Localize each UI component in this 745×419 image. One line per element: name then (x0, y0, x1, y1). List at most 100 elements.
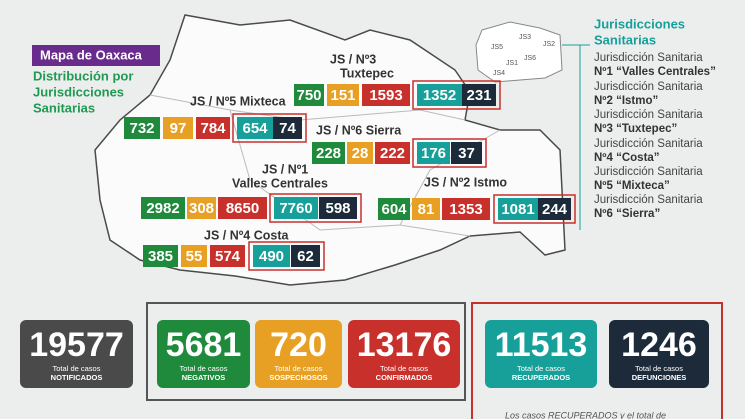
legend-item: Nº1 “Valles Centrales” (594, 66, 716, 78)
mini-map-label: JS2 (543, 41, 555, 48)
mini-map-label: JS6 (524, 55, 536, 62)
legend-item: Jurisdicción Sanitaria (594, 109, 703, 121)
region-border (149, 94, 466, 121)
count-value: 176 (421, 145, 446, 162)
region-label: JS / Nº6 Sierra (316, 123, 402, 137)
count-box (187, 197, 216, 219)
highlight-frame (412, 80, 501, 110)
count-box (273, 117, 302, 139)
legend-item: Jurisdicción Sanitaria (594, 166, 703, 178)
count-box (378, 198, 410, 220)
total-category: CONFIRMADOS (376, 373, 433, 382)
count-value: 37 (458, 145, 475, 162)
count-box (451, 142, 482, 164)
count-box (375, 142, 410, 164)
highlight-frame (493, 194, 576, 224)
count-value: 604 (381, 201, 407, 218)
total-value: 5681 (166, 326, 242, 364)
total-box (157, 320, 250, 388)
count-value: 151 (330, 87, 355, 104)
count-box (210, 245, 245, 267)
total-label: Total de casos (517, 364, 565, 373)
total-value: 13176 (357, 326, 452, 364)
footnote: Los casos RECUPERADOS y el total de (505, 410, 666, 419)
count-box (196, 117, 230, 139)
legend-item: Jurisdicción Sanitaria (594, 138, 703, 150)
count-value: 228 (316, 145, 341, 162)
total-label: Total de casos (275, 364, 323, 373)
mini-map-label: JS4 (493, 70, 505, 77)
total-box (348, 320, 460, 388)
subtitle: Sanitarias (33, 100, 95, 115)
count-box (163, 117, 193, 139)
count-value: 8650 (226, 200, 259, 217)
count-box (312, 142, 345, 164)
count-box (274, 197, 318, 219)
group-frame (471, 302, 723, 419)
total-category: NEGATIVOS (182, 373, 226, 382)
highlight-frame (248, 241, 325, 271)
total-category: SOSPECHOSOS (269, 373, 327, 382)
count-value: 74 (279, 120, 296, 137)
count-value: 97 (170, 120, 187, 137)
count-box (462, 84, 496, 106)
legend-title: Jurisdicciones (594, 16, 685, 31)
total-category: NOTIFICADOS (51, 373, 103, 382)
count-value: 490 (259, 248, 284, 265)
count-value: 385 (148, 248, 173, 265)
mini-map-label: JS3 (519, 34, 531, 41)
count-value: 308 (189, 200, 214, 217)
count-box (319, 197, 357, 219)
count-value: 1593 (369, 87, 402, 104)
region-label: Valles Centrales (232, 176, 328, 190)
count-box (218, 197, 267, 219)
count-box (291, 245, 320, 267)
count-value: 750 (296, 87, 321, 104)
highlight-frame (269, 193, 362, 223)
subtitle: Distribución por (33, 68, 133, 83)
mini-map-label: JS1 (506, 60, 518, 67)
total-box (20, 320, 133, 388)
count-box (327, 84, 359, 106)
count-box (417, 84, 462, 106)
count-value: 1352 (423, 87, 456, 104)
total-value: 11513 (495, 326, 588, 364)
subtitle: Jurisdicciones (33, 84, 124, 99)
count-box (237, 117, 273, 139)
count-box (417, 142, 450, 164)
count-value: 244 (542, 201, 568, 218)
count-box (498, 198, 538, 220)
count-box (141, 197, 185, 219)
legend-item: Nº3 “Tuxtepec” (594, 123, 677, 135)
legend-item: Nº4 “Costa” (594, 152, 660, 164)
total-box (485, 320, 597, 388)
total-label: Total de casos (180, 364, 228, 373)
region-label: JS / Nº1 (262, 162, 308, 176)
count-box (181, 245, 207, 267)
count-value: 574 (215, 248, 241, 265)
mini-map-label: JS5 (491, 44, 503, 51)
count-box (442, 198, 490, 220)
total-label: Total de casos (380, 364, 428, 373)
count-value: 7760 (279, 200, 312, 217)
title: Mapa de Oaxaca (40, 47, 143, 62)
count-value: 55 (186, 248, 203, 265)
count-value: 732 (129, 120, 154, 137)
count-value: 2982 (146, 200, 179, 217)
count-box (538, 198, 571, 220)
count-value: 598 (325, 200, 350, 217)
region-label: JS / Nº4 Costa (204, 228, 290, 242)
total-value: 1246 (621, 326, 697, 364)
count-value: 1081 (501, 201, 534, 218)
title-badge (32, 45, 160, 66)
count-box (124, 117, 160, 139)
count-value: 231 (466, 87, 491, 104)
count-box (412, 198, 440, 220)
region-border (229, 109, 471, 237)
count-box (253, 245, 290, 267)
count-value: 654 (242, 120, 268, 137)
count-box (294, 84, 324, 106)
total-value: 720 (270, 326, 327, 364)
region-label: JS / Nº2 Istmo (424, 175, 507, 189)
legend-title: Sanitarias (594, 32, 656, 47)
